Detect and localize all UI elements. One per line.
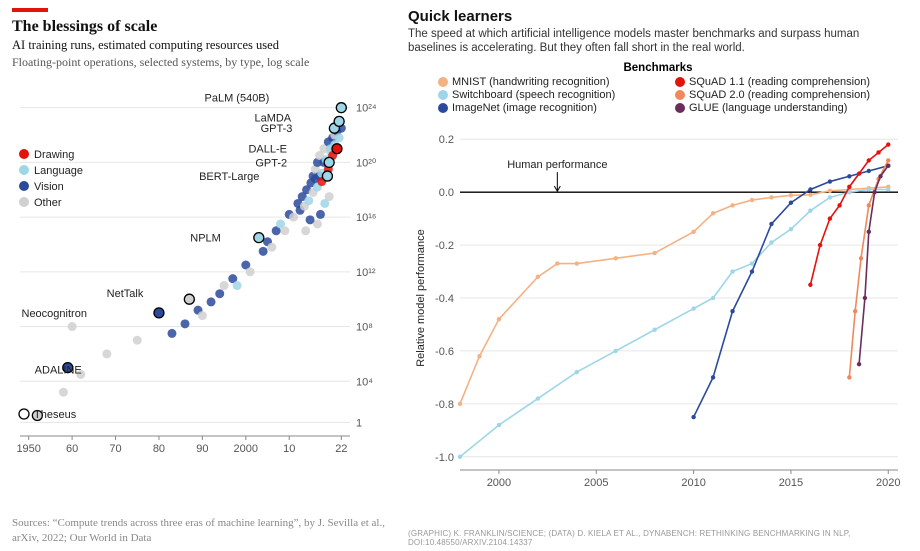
- legend-item: Switchboard (speech recognition): [438, 89, 661, 101]
- svg-text:Human performance: Human performance: [507, 159, 607, 171]
- svg-text:2000: 2000: [234, 443, 258, 455]
- svg-text:10⁸: 10⁸: [356, 321, 373, 333]
- svg-text:10: 10: [283, 443, 295, 455]
- right-chart-panel: Quick learners The speed at which artifi…: [400, 0, 920, 551]
- legend-dot: [438, 90, 448, 100]
- benchmarks-legend: MNIST (handwriting recognition) SQuAD 1.1…: [438, 76, 898, 114]
- left-subtitle: AI training runs, estimated computing re…: [12, 38, 388, 54]
- left-title: The blessings of scale: [12, 18, 388, 36]
- svg-text:Other: Other: [34, 197, 62, 209]
- svg-text:Language: Language: [34, 165, 83, 177]
- svg-text:NetTalk: NetTalk: [107, 288, 144, 300]
- svg-text:2010: 2010: [681, 477, 705, 489]
- svg-text:10²⁴: 10²⁴: [356, 102, 377, 114]
- svg-text:DALL-E: DALL-E: [248, 143, 287, 155]
- svg-text:-0.6: -0.6: [435, 346, 454, 358]
- legend-label: SQuAD 2.0 (reading comprehension): [689, 89, 870, 101]
- legend-label: MNIST (handwriting recognition): [452, 76, 610, 88]
- svg-text:2005: 2005: [584, 477, 608, 489]
- svg-text:70: 70: [109, 443, 121, 455]
- svg-text:GPT-3: GPT-3: [261, 123, 293, 135]
- accent-bar: [12, 8, 48, 12]
- legend-dot: [438, 103, 448, 113]
- legend-dot: [675, 90, 685, 100]
- legend-item: GLUE (language understanding): [675, 102, 898, 114]
- svg-text:10¹²: 10¹²: [356, 266, 376, 278]
- svg-text:LaMDA: LaMDA: [254, 112, 291, 124]
- right-subdesc: The speed at which artificial intelligen…: [408, 27, 908, 56]
- svg-text:0.2: 0.2: [439, 134, 454, 146]
- legend-item: MNIST (handwriting recognition): [438, 76, 661, 88]
- svg-text:GPT-2: GPT-2: [255, 157, 287, 169]
- legend-label: ImageNet (image recognition): [452, 102, 597, 114]
- left-chart-panel: The blessings of scale AI training runs,…: [0, 0, 400, 551]
- right-title: Quick learners: [408, 8, 908, 25]
- svg-text:Relative model performance: Relative model performance: [415, 229, 427, 367]
- svg-text:22: 22: [335, 443, 347, 455]
- svg-text:PaLM (540B): PaLM (540B): [205, 92, 270, 104]
- legend-dot: [675, 77, 685, 87]
- svg-text:-1.0: -1.0: [435, 452, 454, 464]
- scatter-chart: 1 10⁴ 10⁸ 10¹² 10¹⁶ 10²⁰ 10²⁴ 1950 60 70 80 90 2000 1…: [12, 74, 388, 474]
- svg-text:1950: 1950: [16, 443, 40, 455]
- svg-text:10²⁰: 10²⁰: [356, 157, 377, 169]
- svg-text:NPLM: NPLM: [190, 232, 221, 244]
- svg-text:10⁴: 10⁴: [356, 376, 373, 388]
- left-subdesc: Floating-point operations, selected syst…: [12, 55, 388, 70]
- legend-item: ImageNet (image recognition): [438, 102, 661, 114]
- svg-text:Drawing: Drawing: [34, 149, 74, 161]
- svg-text:60: 60: [66, 443, 78, 455]
- svg-text:1: 1: [356, 417, 362, 429]
- line-chart: -1.0 -0.8 -0.6 -0.4 -0.2 0.0 0.2 2000 2005 2010 20…: [408, 118, 908, 498]
- svg-text:2015: 2015: [779, 477, 803, 489]
- svg-text:ADALINE: ADALINE: [35, 364, 82, 376]
- right-credit: (GRAPHIC) K. FRANKLIN/SCIENCE; (DATA) D.…: [408, 529, 908, 547]
- svg-text:Theseus: Theseus: [34, 409, 77, 421]
- svg-text:80: 80: [153, 443, 165, 455]
- legend-label: GLUE (language understanding): [689, 102, 847, 114]
- legend-item: SQuAD 2.0 (reading comprehension): [675, 89, 898, 101]
- legend-label: Switchboard (speech recognition): [452, 89, 615, 101]
- svg-text:-0.2: -0.2: [435, 240, 454, 252]
- svg-text:Vision: Vision: [34, 181, 64, 193]
- svg-text:Neocognitron: Neocognitron: [22, 308, 87, 320]
- svg-text:2000: 2000: [487, 477, 511, 489]
- legend-item: SQuAD 1.1 (reading comprehension): [675, 76, 898, 88]
- svg-text:10¹⁶: 10¹⁶: [356, 212, 376, 224]
- svg-text:BERT-Large: BERT-Large: [199, 171, 259, 183]
- legend-dot: [675, 103, 685, 113]
- svg-text:-0.4: -0.4: [435, 293, 454, 305]
- legend-label: SQuAD 1.1 (reading comprehension): [689, 76, 870, 88]
- svg-text:-0.8: -0.8: [435, 399, 454, 411]
- left-sources: Sources: “Compute trends across three er…: [12, 516, 388, 545]
- benchmarks-legend-title: Benchmarks: [408, 62, 908, 74]
- svg-text:2020: 2020: [876, 477, 900, 489]
- svg-text:0.0: 0.0: [439, 187, 454, 199]
- svg-text:90: 90: [196, 443, 208, 455]
- legend-dot: [438, 77, 448, 87]
